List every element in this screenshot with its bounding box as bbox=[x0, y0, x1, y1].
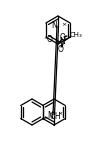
Text: N: N bbox=[51, 21, 56, 30]
Text: O: O bbox=[57, 45, 63, 54]
Text: ⁻O: ⁻O bbox=[43, 36, 53, 45]
Text: +: + bbox=[62, 37, 67, 42]
Text: OH: OH bbox=[50, 112, 61, 121]
Text: N: N bbox=[59, 38, 65, 46]
Text: CH₃: CH₃ bbox=[70, 32, 83, 38]
Text: N: N bbox=[47, 111, 52, 120]
Text: ×: × bbox=[57, 111, 62, 117]
Text: ×: × bbox=[61, 22, 66, 27]
Text: O: O bbox=[60, 33, 66, 42]
